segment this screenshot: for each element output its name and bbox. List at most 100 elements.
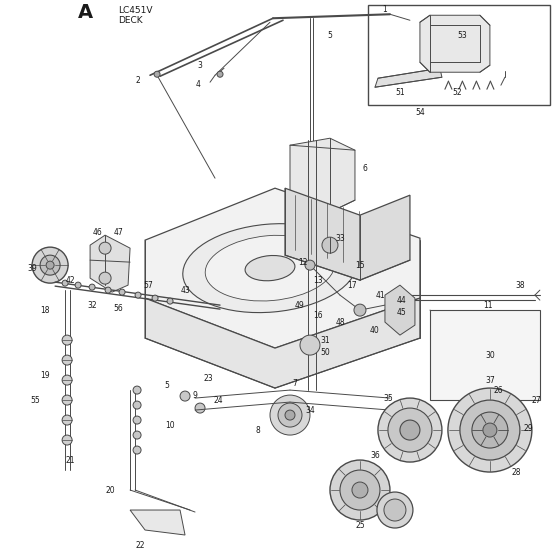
Polygon shape [130, 510, 185, 535]
Text: 13: 13 [313, 276, 323, 284]
Polygon shape [145, 298, 420, 388]
Text: 26: 26 [493, 386, 503, 395]
Text: 46: 46 [92, 228, 102, 237]
Text: 57: 57 [143, 281, 153, 290]
Text: 15: 15 [355, 260, 365, 269]
Text: 18: 18 [40, 306, 50, 315]
Ellipse shape [183, 223, 357, 312]
Circle shape [62, 280, 68, 286]
Circle shape [32, 247, 68, 283]
Text: 49: 49 [295, 301, 305, 310]
Circle shape [460, 400, 520, 460]
Circle shape [89, 284, 95, 290]
Text: 3: 3 [198, 60, 203, 70]
Circle shape [352, 482, 368, 498]
Text: 32: 32 [87, 301, 97, 310]
Text: 22: 22 [136, 540, 145, 549]
Circle shape [305, 260, 315, 270]
Text: 52: 52 [452, 88, 462, 97]
Text: 10: 10 [165, 421, 175, 430]
Text: 30: 30 [485, 351, 495, 360]
Ellipse shape [245, 255, 295, 281]
Circle shape [285, 410, 295, 420]
Text: 44: 44 [397, 296, 407, 305]
Text: 29: 29 [523, 423, 533, 432]
Polygon shape [90, 235, 130, 292]
Text: 8: 8 [255, 426, 260, 435]
Text: 19: 19 [40, 371, 50, 380]
Circle shape [62, 355, 72, 365]
Text: 17: 17 [347, 281, 357, 290]
Text: 11: 11 [483, 301, 493, 310]
Text: 12: 12 [298, 258, 308, 267]
Text: 45: 45 [397, 307, 407, 316]
Circle shape [133, 446, 141, 454]
Text: 43: 43 [180, 286, 190, 295]
Text: 37: 37 [485, 376, 495, 385]
Text: 24: 24 [213, 395, 223, 404]
Circle shape [133, 401, 141, 409]
Text: 6: 6 [362, 164, 367, 172]
Text: 56: 56 [113, 304, 123, 312]
Circle shape [62, 395, 72, 405]
Text: 47: 47 [113, 228, 123, 237]
Circle shape [119, 289, 125, 295]
Circle shape [340, 470, 380, 510]
Text: 2: 2 [136, 76, 141, 85]
Ellipse shape [205, 235, 335, 301]
Circle shape [62, 375, 72, 385]
Polygon shape [145, 188, 420, 348]
Text: 1: 1 [382, 4, 388, 14]
Text: DECK: DECK [118, 16, 143, 25]
Text: 50: 50 [320, 348, 330, 357]
Circle shape [330, 460, 390, 520]
Circle shape [400, 420, 420, 440]
Circle shape [195, 403, 205, 413]
Circle shape [135, 292, 141, 298]
Circle shape [62, 415, 72, 425]
Circle shape [490, 332, 510, 352]
Text: 41: 41 [375, 291, 385, 300]
Text: 36: 36 [370, 451, 380, 460]
Text: A: A [77, 3, 92, 22]
Text: 5: 5 [328, 31, 333, 40]
Text: 55: 55 [30, 395, 40, 404]
Circle shape [388, 408, 432, 452]
Circle shape [377, 492, 413, 528]
Text: 20: 20 [105, 486, 115, 494]
Text: 27: 27 [531, 395, 541, 404]
Circle shape [40, 255, 60, 275]
Circle shape [472, 412, 508, 448]
Text: 38: 38 [515, 281, 525, 290]
Circle shape [217, 71, 223, 77]
Circle shape [99, 242, 111, 254]
Text: 7: 7 [292, 379, 297, 388]
Circle shape [378, 398, 442, 462]
Polygon shape [290, 138, 355, 212]
Circle shape [75, 282, 81, 288]
Circle shape [180, 391, 190, 401]
Text: 33: 33 [335, 234, 345, 242]
Circle shape [278, 403, 302, 427]
Text: 39: 39 [27, 264, 37, 273]
Text: 4: 4 [195, 80, 200, 88]
Circle shape [62, 335, 72, 345]
Text: LC451V: LC451V [118, 6, 152, 15]
Circle shape [322, 237, 338, 253]
Text: 23: 23 [203, 374, 213, 382]
Circle shape [99, 272, 111, 284]
Circle shape [152, 295, 158, 301]
Polygon shape [420, 15, 490, 72]
Circle shape [448, 388, 532, 472]
Text: 31: 31 [320, 335, 330, 344]
Circle shape [270, 395, 310, 435]
Circle shape [133, 431, 141, 439]
Circle shape [384, 499, 406, 521]
Text: 28: 28 [511, 468, 521, 477]
Text: 35: 35 [383, 394, 393, 403]
Circle shape [354, 304, 366, 316]
Text: 54: 54 [415, 108, 425, 116]
Bar [368, 5, 550, 105]
Circle shape [133, 416, 141, 424]
Polygon shape [375, 68, 442, 87]
